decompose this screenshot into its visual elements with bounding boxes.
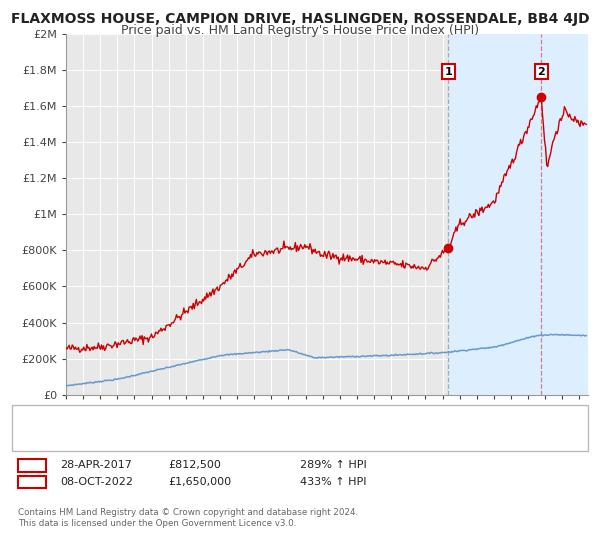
Text: 08-OCT-2022: 08-OCT-2022 <box>60 477 133 487</box>
Text: Price paid vs. HM Land Registry's House Price Index (HPI): Price paid vs. HM Land Registry's House … <box>121 24 479 37</box>
Text: £812,500: £812,500 <box>168 460 221 470</box>
Text: 433% ↑ HPI: 433% ↑ HPI <box>300 477 367 487</box>
Text: 1: 1 <box>28 460 35 470</box>
Text: ——: —— <box>17 428 49 443</box>
Text: 2: 2 <box>28 477 35 487</box>
Text: 289% ↑ HPI: 289% ↑ HPI <box>300 460 367 470</box>
Text: £1,650,000: £1,650,000 <box>168 477 231 487</box>
Text: ——: —— <box>17 411 49 426</box>
Text: 1: 1 <box>444 67 452 77</box>
Text: This data is licensed under the Open Government Licence v3.0.: This data is licensed under the Open Gov… <box>18 519 296 528</box>
Text: HPI: Average price, detached house, Rossendale: HPI: Average price, detached house, Ross… <box>51 431 281 440</box>
Text: Contains HM Land Registry data © Crown copyright and database right 2024.: Contains HM Land Registry data © Crown c… <box>18 508 358 517</box>
Text: 2: 2 <box>538 67 545 77</box>
Text: FLAXMOSS HOUSE, CAMPION DRIVE, HASLINGDEN, ROSSENDALE, BB4 4JD: FLAXMOSS HOUSE, CAMPION DRIVE, HASLINGDE… <box>11 12 589 26</box>
Text: FLAXMOSS HOUSE, CAMPION DRIVE, HASLINGDEN, ROSSENDALE, BB4 4JD (detached hou: FLAXMOSS HOUSE, CAMPION DRIVE, HASLINGDE… <box>51 414 474 423</box>
Bar <box>448 34 588 395</box>
Text: 28-APR-2017: 28-APR-2017 <box>60 460 132 470</box>
